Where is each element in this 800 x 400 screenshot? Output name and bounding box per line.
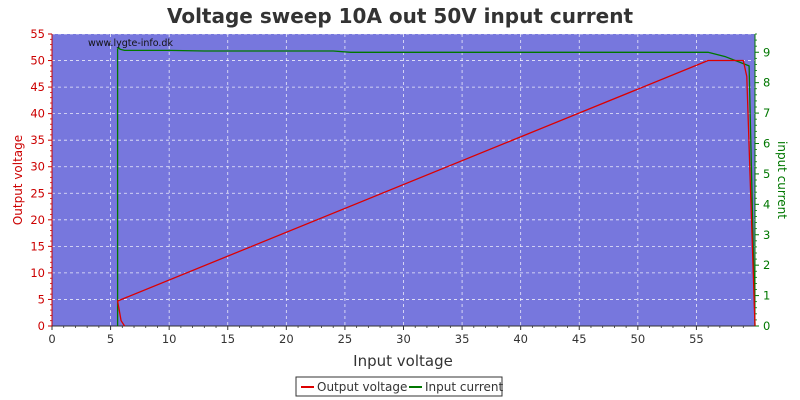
- right-tick-label: 2: [763, 258, 770, 272]
- x-tick-label: 10: [162, 332, 177, 346]
- left-tick-label: 30: [30, 160, 45, 174]
- x-tick-label: 20: [279, 332, 294, 346]
- legend-label-input-current: Input current: [425, 380, 503, 394]
- left-tick-label: 5: [38, 292, 45, 306]
- right-tick-label: 8: [763, 76, 770, 90]
- left-tick-label: 45: [30, 80, 45, 94]
- left-tick-label: 20: [30, 213, 45, 227]
- series-layer: [116, 47, 756, 327]
- right-tick-label: 9: [763, 45, 770, 59]
- right-axis-ticks: 0 1 2 3 4 5 6 7 8 9: [755, 33, 770, 333]
- legend-label-output-voltage: Output voltage: [317, 380, 407, 394]
- left-axis-title: Output voltage: [11, 135, 25, 225]
- series-line-output-voltage: [116, 59, 756, 327]
- x-tick-label: 50: [631, 332, 646, 346]
- right-tick-label: 6: [763, 137, 770, 151]
- x-tick-label: 35: [455, 332, 470, 346]
- watermark: www.lygte-info.dk: [88, 38, 173, 49]
- x-axis-ticks: 0 5 10 15 20 25 30 35 40 45 50 55: [48, 326, 744, 346]
- right-tick-label: 3: [763, 228, 770, 242]
- left-axis-ticks: 0 5 10 15 20 25 30 35 40 45 50 55: [30, 27, 52, 333]
- right-tick-label: 0: [763, 319, 770, 333]
- right-axis-title: input current: [775, 141, 789, 219]
- left-tick-label: 40: [30, 107, 45, 121]
- x-tick-label: 5: [107, 332, 114, 346]
- left-tick-label: 50: [30, 54, 45, 68]
- x-tick-label: 55: [689, 332, 704, 346]
- legend-box: [295, 376, 503, 397]
- right-tick-label: 4: [763, 197, 770, 211]
- right-tick-label: 5: [763, 167, 770, 181]
- x-tick-label: 15: [220, 332, 235, 346]
- series-line-input-current: [116, 47, 756, 327]
- right-tick-label: 1: [763, 289, 770, 303]
- right-tick-label: 7: [763, 106, 770, 120]
- left-tick-label: 10: [30, 266, 45, 280]
- left-tick-label: 0: [38, 319, 45, 333]
- left-tick-label: 25: [30, 186, 45, 200]
- x-tick-label: 30: [396, 332, 411, 346]
- chart-title: Voltage sweep 10A out 50V input current: [167, 4, 634, 28]
- left-tick-label: 15: [30, 239, 45, 253]
- x-tick-label: 0: [48, 332, 55, 346]
- x-tick-label: 25: [338, 332, 353, 346]
- left-tick-label: 55: [30, 27, 45, 41]
- grid: [52, 33, 755, 326]
- x-tick-label: 45: [572, 332, 587, 346]
- x-tick-label: 40: [513, 332, 528, 346]
- x-axis-title: Input voltage: [353, 352, 453, 370]
- left-tick-label: 35: [30, 133, 45, 147]
- legend: Output voltage Input current: [295, 376, 503, 397]
